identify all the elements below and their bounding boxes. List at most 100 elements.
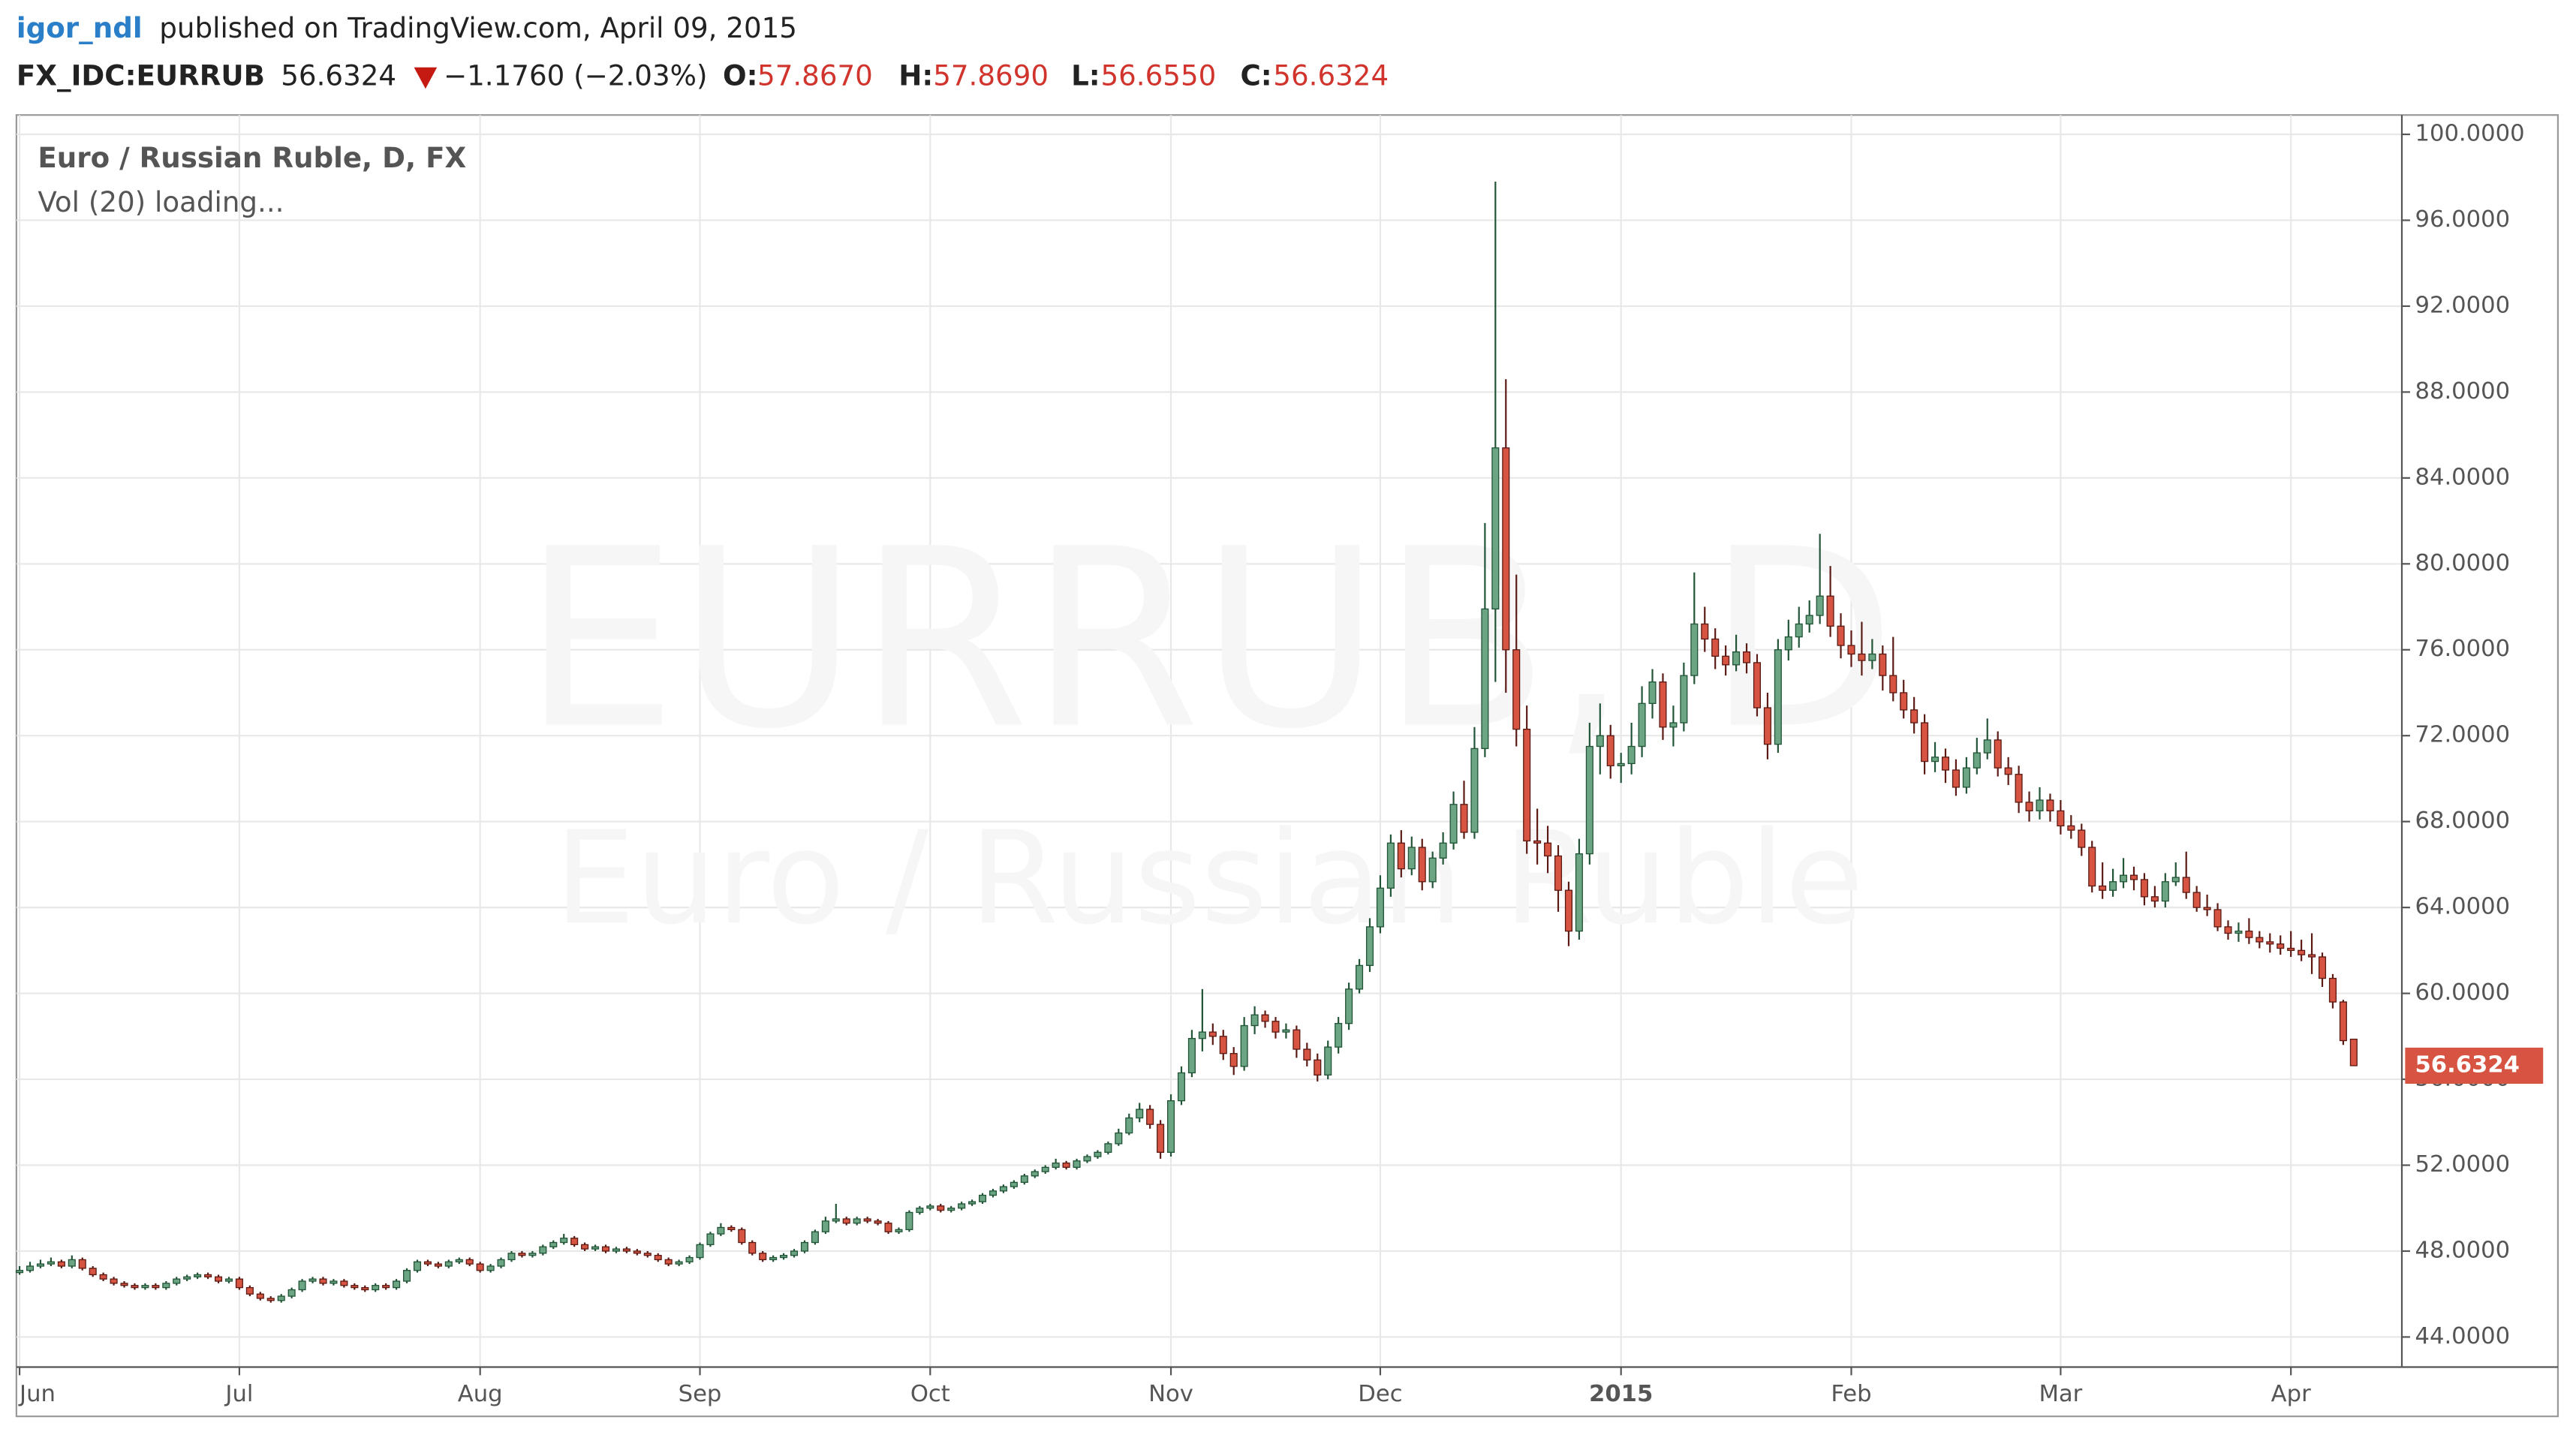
candle-body (863, 1218, 871, 1222)
candle-body (1177, 1072, 1186, 1102)
candle-body (800, 1241, 808, 1252)
candle-body (1837, 625, 1845, 646)
candle-body (958, 1203, 966, 1209)
candle-body (1397, 842, 1405, 870)
candle-body (245, 1286, 254, 1295)
candle-body (1104, 1143, 1112, 1153)
candle-body (214, 1276, 223, 1282)
candle-body (266, 1298, 275, 1301)
candle-body (978, 1194, 987, 1202)
candle-body (2203, 907, 2211, 910)
candle-body (790, 1250, 799, 1256)
candle-body (57, 1261, 65, 1267)
x-tick-label: Sep (679, 1381, 722, 1407)
x-tick-label: Jun (18, 1381, 56, 1407)
candle-body (2015, 774, 2023, 803)
x-tick-label: Feb (1831, 1381, 1871, 1407)
candle-body (528, 1253, 537, 1256)
candle-body (759, 1253, 767, 1261)
candle-body (1795, 623, 1803, 638)
candle-body (194, 1274, 202, 1277)
x-tick-label: Dec (1358, 1381, 1402, 1407)
candle-body (1847, 645, 1855, 655)
candle-body (1062, 1162, 1070, 1169)
candle-body (1125, 1117, 1133, 1134)
down-arrow (414, 67, 438, 89)
candle-body (372, 1285, 380, 1291)
candle-body (455, 1259, 463, 1262)
candle-body (832, 1218, 840, 1222)
candle-body (1229, 1053, 1238, 1067)
user-link[interactable]: igor_ndl (17, 11, 143, 44)
candle-body (382, 1285, 390, 1289)
candle-body (486, 1265, 495, 1271)
candle-body (1680, 675, 1688, 724)
close-value: 56.6324 (1273, 59, 1389, 92)
candle-body (1784, 636, 1792, 651)
y-tick-label: 88.0000 (2415, 378, 2511, 405)
candle-body (1449, 804, 1458, 844)
x-tick-label: Aug (458, 1381, 503, 1407)
candle-body (1638, 702, 1646, 748)
candle-body (811, 1231, 819, 1244)
candle-body (2078, 829, 2086, 848)
candle-body (633, 1250, 641, 1254)
candle-body (1889, 675, 1897, 693)
candle-body (2140, 879, 2148, 898)
candle-body (1910, 709, 1918, 724)
candle-body (16, 1270, 24, 1274)
candle-body (1335, 1022, 1343, 1048)
y-tick-label: 52.0000 (2415, 1151, 2511, 1178)
candle-body (1146, 1109, 1154, 1125)
candle-body (2318, 956, 2327, 979)
candle-body (664, 1259, 673, 1265)
candle-body (1533, 840, 1542, 844)
open-value: 57.8670 (757, 59, 873, 92)
candle-body (916, 1208, 924, 1214)
candle-body (1428, 857, 1437, 883)
candle-body (539, 1246, 547, 1254)
candle-body (423, 1261, 432, 1265)
candle-body (2004, 767, 2012, 775)
candle-body (1921, 722, 1929, 763)
candle-body (2025, 802, 2033, 812)
candle-body (937, 1205, 945, 1211)
candle-body (1669, 722, 1678, 728)
candle-body (685, 1256, 694, 1262)
candle-body (1282, 1029, 1290, 1033)
candle-body (2120, 874, 2128, 883)
candle-body (549, 1241, 558, 1247)
y-tick-label: 92.0000 (2415, 292, 2511, 318)
published-text: published on TradingView.com, April 09, … (159, 11, 797, 44)
candle-body (727, 1226, 736, 1231)
candle-body (47, 1261, 55, 1265)
candle-body (1774, 649, 1782, 745)
candle-body (162, 1283, 170, 1289)
candle-body (99, 1274, 107, 1280)
candle-body (89, 1268, 97, 1276)
candle-body (1575, 853, 1583, 932)
candle-body (1376, 887, 1384, 928)
candle-body (1261, 1014, 1269, 1022)
candle-body (131, 1285, 139, 1289)
candle-body (1900, 692, 1908, 711)
y-tick-label: 72.0000 (2415, 722, 2511, 748)
candle-body (2057, 810, 2065, 827)
candle-body (36, 1263, 44, 1267)
header: igor_ndl published on TradingView.com, A… (17, 11, 1389, 92)
candle-body (2308, 954, 2316, 958)
candle-body (173, 1278, 181, 1284)
candle-body (2287, 947, 2295, 952)
high-label: H: (898, 59, 933, 92)
candle-body (1365, 926, 1374, 967)
candle-body (2192, 892, 2201, 908)
candle-body (298, 1280, 306, 1291)
candle-body (2224, 926, 2232, 934)
candle-body (2277, 943, 2285, 949)
candle-body (842, 1218, 850, 1224)
candle-body (1627, 745, 1636, 765)
candle-body (675, 1261, 683, 1265)
y-tick-label: 76.0000 (2415, 636, 2511, 662)
legend-title: Euro / Russian Ruble, D, FX (38, 141, 466, 174)
